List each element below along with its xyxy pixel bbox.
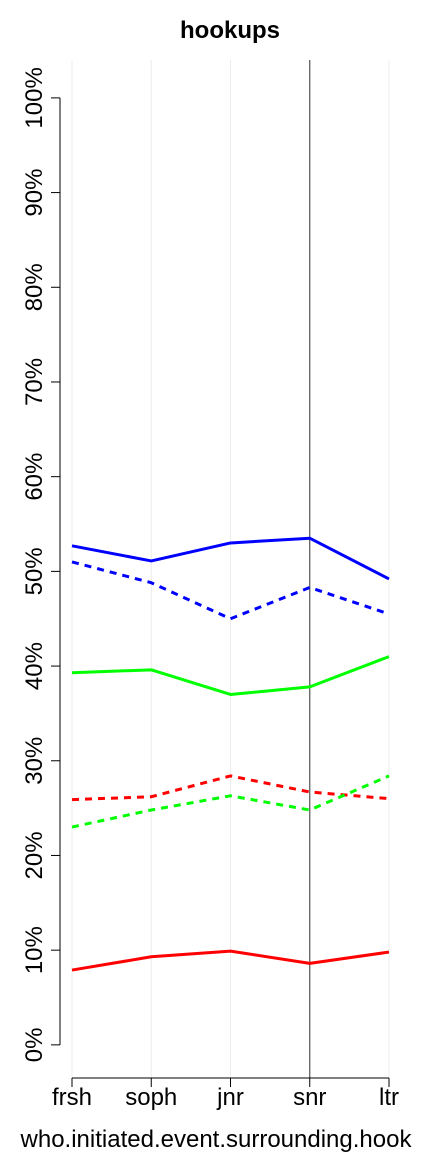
y-tick-label: 30% xyxy=(21,737,48,785)
y-tick-label: 90% xyxy=(21,169,48,217)
axes xyxy=(51,97,390,1087)
y-tick-label: 100% xyxy=(21,67,48,128)
series-lines xyxy=(71,536,390,972)
tick-labels: 0% 10% 20% 30% 40% 50% 60% 70% 80% 90% 100% frsh sop… xyxy=(21,67,399,1111)
grid-lines xyxy=(71,60,390,1078)
x-tick-label: ltr xyxy=(379,1084,399,1111)
x-axis-title: who.initiated.event.surrounding.hook xyxy=(20,1126,413,1152)
x-tick-label: snr xyxy=(293,1084,326,1111)
y-tick-label: 0% xyxy=(21,1028,48,1063)
y-tick-label: 60% xyxy=(21,453,48,501)
y-tick-label: 10% xyxy=(21,926,48,974)
series-line-2 xyxy=(71,560,390,621)
x-tick-label: soph xyxy=(125,1084,177,1111)
chart-title: hookups xyxy=(180,17,280,44)
y-tick-label: 20% xyxy=(21,831,48,879)
x-tick-label: jnr xyxy=(216,1084,244,1111)
x-tick-label: frsh xyxy=(52,1084,92,1111)
y-tick-label: 50% xyxy=(21,547,48,595)
y-tick-label: 40% xyxy=(21,642,48,690)
y-tick-label: 80% xyxy=(21,263,48,311)
y-tick-label: 70% xyxy=(21,358,48,406)
